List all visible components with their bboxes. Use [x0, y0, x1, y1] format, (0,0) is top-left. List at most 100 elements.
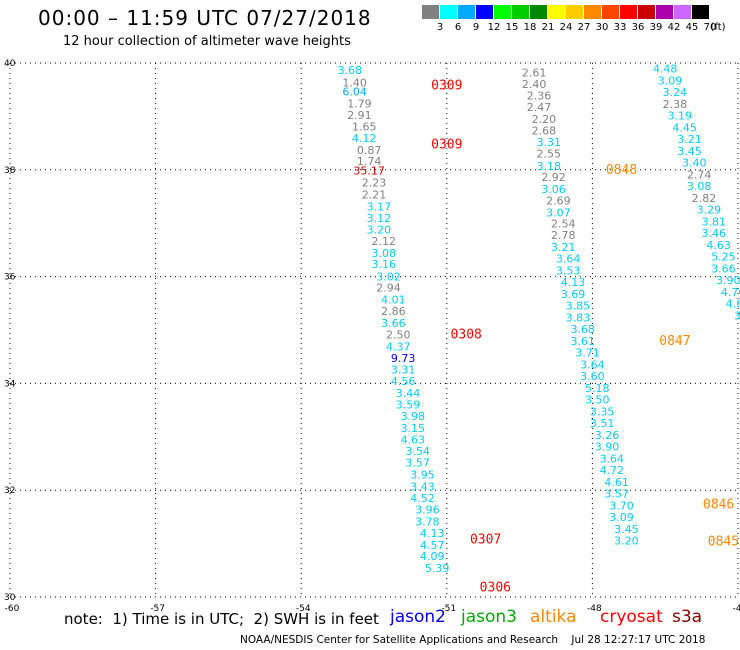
- colorbar-label: 18: [523, 22, 537, 33]
- wave-height-label: 4.76: [721, 286, 740, 299]
- wave-height-label: 3.46: [701, 227, 726, 240]
- wave-height-label: 3.16: [371, 258, 396, 271]
- wave-height-label: 2.86: [381, 305, 406, 318]
- wave-height-label: 2.92: [541, 171, 566, 184]
- wave-height-label: 3.78: [415, 515, 440, 528]
- colorbar-label: 9: [472, 22, 480, 33]
- page-subtitle: 12 hour collection of altimeter wave hei…: [63, 34, 351, 49]
- wave-height-label: 3.24: [663, 86, 688, 99]
- pass-time-label: 0309: [431, 137, 462, 152]
- pass-time-label: 0847: [659, 334, 690, 349]
- wave-height-label: 4.63: [706, 239, 731, 252]
- colorbar-label: 24: [559, 22, 573, 33]
- wave-height-label: 3.07: [546, 206, 571, 219]
- wave-height-label: 1.74: [357, 155, 382, 168]
- wave-height-label: 3.06: [541, 183, 566, 196]
- colorbar-swatch: [638, 5, 655, 19]
- wave-height-label: 3.20: [614, 535, 639, 548]
- x-tick-label: -48: [587, 604, 602, 614]
- colorbar-label: 21: [541, 22, 555, 33]
- colorbar-swatch: [494, 5, 511, 19]
- wave-height-label: 3.21: [551, 241, 576, 254]
- wave-height-label: 2.21: [362, 189, 387, 202]
- wave-height-label: 3.57: [604, 488, 629, 501]
- wave-height-label: 3.95: [410, 468, 435, 481]
- wave-height-label: 4.09: [420, 550, 445, 563]
- colorbar-swatch: [440, 5, 457, 19]
- wave-height-label: 2.20: [532, 113, 557, 126]
- wave-height-label: 3.21: [677, 133, 702, 146]
- wave-height-label: 1.79: [347, 97, 372, 110]
- wave-height-label: 4.13: [420, 527, 445, 540]
- wave-height-label: 3.66: [381, 317, 406, 330]
- colorbar-swatch: [692, 5, 709, 19]
- pass-time-label: 0307: [470, 533, 501, 548]
- wave-height-label: 9.73: [391, 352, 416, 365]
- wave-height-label: 3.35: [590, 405, 615, 418]
- wave-height-label: 3.66: [711, 262, 736, 275]
- colorbar-swatch: [458, 5, 475, 19]
- wave-height-label: 3.83: [566, 311, 591, 324]
- legend-jason2: jason2: [390, 607, 446, 627]
- wave-height-label: 3.40: [682, 157, 707, 170]
- wave-height-label: 3.26: [595, 429, 620, 442]
- wave-height-label: 3.90: [595, 441, 620, 454]
- colorbar-label: 42: [667, 22, 681, 33]
- wave-height-label: 3.57: [405, 457, 430, 470]
- colorbar-label: 33: [613, 22, 627, 33]
- colorbar-swatch: [620, 5, 637, 19]
- colorbar-swatch: [584, 5, 601, 19]
- pass-time-label: 0845: [708, 535, 739, 550]
- colorbar-swatch: [566, 5, 583, 19]
- wave-height-label: 3.68: [570, 323, 595, 336]
- wave-height-label: 2.38: [663, 98, 688, 111]
- pass-time-label: 0308: [451, 328, 482, 343]
- wave-height-label: 1.40: [342, 76, 367, 89]
- x-tick-label: -54: [296, 604, 311, 614]
- wave-height-label: 3.90: [716, 274, 740, 287]
- wave-height-label: 0.87: [357, 144, 382, 157]
- wave-height-label: 4.72: [600, 464, 625, 477]
- wave-height-label: 2.12: [371, 235, 396, 248]
- legend-s3a: s3a: [672, 607, 703, 627]
- wave-height-label: 3.31: [536, 136, 561, 149]
- wave-height-label: 2.23: [362, 176, 387, 189]
- wave-height-label: 2.40: [522, 78, 547, 91]
- colorbar-label: 6: [454, 22, 462, 33]
- wave-height-label: 3.81: [701, 215, 726, 228]
- x-tick-label: -51: [441, 604, 456, 614]
- wave-height-label: 6.04: [342, 86, 367, 99]
- colorbar-label: 70: [703, 22, 717, 33]
- x-tick-label: -57: [150, 604, 165, 614]
- wave-height-label: 3.51: [590, 417, 615, 430]
- footer-credit: NOAA/NESDIS Center for Satellite Applica…: [240, 634, 706, 646]
- wave-height-label: 2.55: [536, 148, 561, 161]
- wave-height-label: 3.98: [401, 410, 426, 423]
- colorbar-swatch: [512, 5, 529, 19]
- wave-height-label: 3.64: [556, 253, 581, 266]
- wave-height-label: 1.65: [352, 120, 377, 133]
- wave-height-label: 2.68: [532, 125, 557, 138]
- y-tick-label: 36: [4, 273, 16, 283]
- wave-height-label: 4.61: [604, 476, 629, 489]
- wave-height-label: 4.01: [381, 293, 406, 306]
- wave-height-label: 3.45: [677, 145, 702, 158]
- wave-height-label: 2.50: [386, 329, 411, 342]
- colorbar-swatch: [656, 5, 673, 19]
- wave-height-label: 2.69: [546, 195, 571, 208]
- wave-height-label: 4.63: [401, 434, 426, 447]
- wave-height-label: 2.36: [527, 89, 552, 102]
- pass-time-label: 0309: [431, 79, 462, 94]
- wave-height-label: 3.12: [367, 212, 392, 225]
- wave-height-label: 3.69: [561, 288, 586, 301]
- wave-height-label: 3.29: [697, 204, 722, 217]
- y-tick-label: 40: [4, 59, 16, 69]
- wave-height-label: 4.57: [420, 539, 445, 552]
- wave-height-label: 3.20: [367, 223, 392, 236]
- wave-height-label: 3.96: [415, 504, 440, 517]
- wave-height-label: 3.09: [609, 511, 634, 524]
- wave-height-label: 4.52: [410, 492, 435, 505]
- colorbar-label: 36: [631, 22, 645, 33]
- wave-height-label: 3.08: [687, 180, 712, 193]
